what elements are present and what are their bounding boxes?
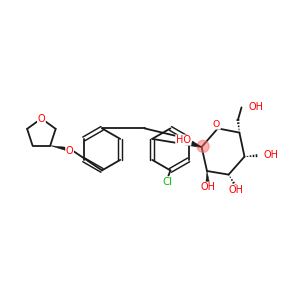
Circle shape xyxy=(197,140,209,152)
Polygon shape xyxy=(191,141,202,147)
Text: O: O xyxy=(66,146,74,156)
Polygon shape xyxy=(50,146,68,151)
Text: OH: OH xyxy=(248,101,263,112)
Text: HO: HO xyxy=(176,135,191,145)
Text: O: O xyxy=(38,113,45,124)
Text: OH: OH xyxy=(263,150,278,161)
Polygon shape xyxy=(206,171,209,182)
Text: Cl: Cl xyxy=(162,177,172,187)
Text: O: O xyxy=(213,120,220,129)
Text: OH: OH xyxy=(229,185,244,195)
Text: OH: OH xyxy=(200,182,215,192)
